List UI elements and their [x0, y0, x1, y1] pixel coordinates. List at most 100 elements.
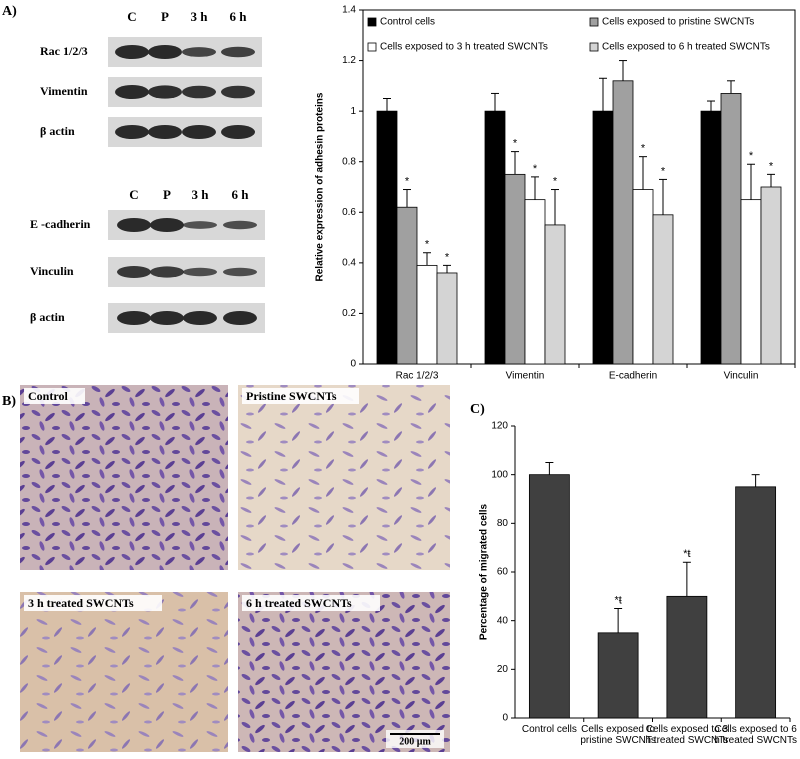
y-tick-label: 80	[497, 518, 509, 529]
y-tick-label: 40	[497, 615, 509, 626]
legend-swatch	[367, 17, 377, 27]
blot-band	[115, 45, 149, 59]
y-tick-label: 1.2	[342, 55, 356, 66]
bar	[720, 93, 742, 365]
blot-band	[183, 221, 217, 229]
significance-marker: *	[553, 175, 558, 187]
significance-marker: *	[749, 150, 754, 162]
blot-band	[223, 267, 257, 277]
bar	[740, 199, 762, 365]
micrograph-label-bg	[24, 595, 162, 611]
bar	[612, 80, 634, 365]
lane-label: C	[129, 187, 138, 202]
blot-band	[148, 45, 182, 59]
bar	[376, 110, 398, 365]
y-tick-label: 100	[491, 469, 508, 480]
blot-band	[223, 311, 257, 325]
bar	[592, 110, 614, 365]
significance-marker: *	[661, 165, 666, 177]
legend-label: Cells exposed to 3 h treated SWCNTs	[380, 42, 548, 53]
legend-swatch	[367, 42, 377, 52]
y-tick-label: 60	[497, 567, 509, 578]
micrograph-cells	[20, 592, 228, 752]
bar	[436, 272, 458, 365]
blot-band	[148, 85, 182, 99]
legend-label: Control cells	[380, 17, 435, 28]
y-axis-label: Relative expression of adhesin proteins	[315, 92, 326, 281]
blot-row-label: β actin	[40, 124, 75, 138]
blot-band	[183, 267, 217, 277]
bar	[760, 186, 782, 365]
bar	[666, 595, 708, 719]
significance-marker: *	[533, 163, 538, 175]
x-tick-label: Control cells	[521, 724, 577, 735]
micrograph-label-bg	[242, 388, 359, 404]
y-tick-label: 0	[502, 713, 508, 724]
blot-band	[182, 125, 216, 139]
bar	[524, 199, 546, 365]
panel-label: C)	[470, 402, 485, 417]
micrograph-cells	[238, 592, 450, 752]
blot-band	[148, 125, 182, 139]
significance-marker: *	[769, 160, 774, 172]
blot-row-label: β actin	[30, 310, 65, 324]
y-tick-label: 0	[350, 359, 356, 370]
bar	[597, 632, 639, 719]
blot-band	[115, 85, 149, 99]
significance-marker: *ŧ	[614, 594, 621, 606]
y-tick-label: 1	[350, 106, 356, 117]
x-tick-label: Vinculin	[724, 371, 759, 382]
micrograph-label: Control	[28, 389, 68, 403]
significance-marker: *	[513, 138, 518, 150]
y-tick-label: 0.4	[342, 257, 356, 268]
x-tick-label: E-cadherin	[609, 371, 657, 382]
scale-bar-label: 200 µm	[399, 736, 431, 747]
blot-band	[221, 125, 255, 139]
blot-band	[117, 311, 151, 325]
micrograph-cells	[238, 385, 450, 570]
x-tick-label: Vimentin	[506, 371, 545, 382]
bar	[528, 474, 570, 719]
panel-label: B)	[2, 394, 16, 409]
blot-band	[117, 218, 151, 232]
y-tick-label: 0.8	[342, 156, 356, 167]
lane-label: P	[163, 187, 171, 202]
micrograph-label-bg	[242, 595, 380, 611]
significance-marker: *	[405, 175, 410, 187]
panel-label: A)	[2, 4, 17, 19]
x-tick-label: Cells exposed to 6 h treated SWCNTs	[714, 724, 798, 746]
bar	[416, 264, 438, 365]
micrograph-label-bg	[24, 388, 85, 404]
micrograph-label: 3 h treated SWCNTs	[28, 596, 134, 610]
bar	[544, 224, 566, 365]
blot-row-label: Vimentin	[40, 84, 88, 98]
legend-label: Cells exposed to 6 h treated SWCNTs	[602, 42, 770, 53]
micrograph-label: Pristine SWCNTs	[246, 389, 337, 403]
blot-band	[182, 47, 216, 57]
lane-label: 3 h	[191, 9, 209, 24]
blot-band	[150, 218, 184, 232]
lane-label: C	[127, 9, 136, 24]
lane-label: 3 h	[192, 187, 210, 202]
x-tick-label: Cells exposed to pristine SWCNTs	[580, 724, 656, 746]
blot-band	[221, 85, 255, 99]
y-tick-label: 20	[497, 664, 509, 675]
bar	[504, 173, 526, 365]
bar	[396, 206, 418, 365]
bar	[632, 189, 654, 365]
micrograph-cells	[20, 385, 228, 570]
blot-row-label: Vinculin	[30, 264, 74, 278]
lane-label: 6 h	[232, 187, 250, 202]
significance-marker: *ŧ	[683, 548, 690, 560]
blot-row-label: Rac 1/2/3	[40, 44, 88, 58]
blot-band	[150, 266, 184, 278]
x-tick-label: Rac 1/2/3	[396, 371, 439, 382]
bar	[652, 214, 674, 365]
legend-swatch	[589, 17, 599, 27]
significance-marker: *	[445, 251, 450, 263]
bar	[735, 486, 777, 719]
blot-band	[150, 311, 184, 325]
y-tick-label: 0.2	[342, 308, 356, 319]
